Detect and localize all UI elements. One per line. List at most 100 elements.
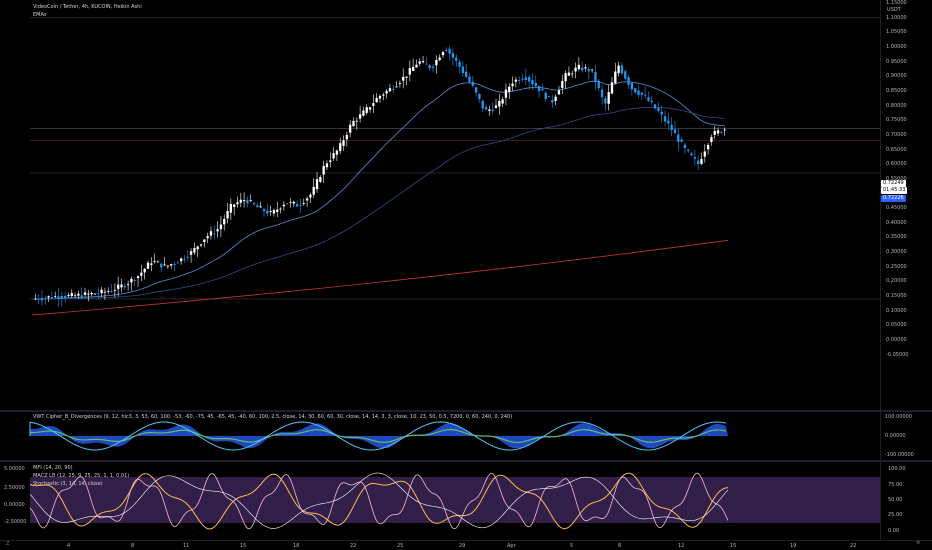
candle <box>329 152 332 168</box>
time-tick-label: 29 <box>459 543 466 549</box>
timezone-icon[interactable]: Z <box>6 541 10 547</box>
candle <box>594 64 597 91</box>
candle <box>571 70 574 78</box>
candle <box>564 70 567 90</box>
time-tick-label: 4 <box>67 543 71 549</box>
candle <box>663 110 667 127</box>
candle <box>382 92 385 101</box>
oscillator-left-tick-label: 2.50000 <box>4 485 25 491</box>
oscillator-line <box>29 472 729 530</box>
candle <box>93 292 97 295</box>
candle <box>80 287 83 300</box>
cipher-waves <box>29 421 728 451</box>
candle <box>70 289 73 299</box>
candle <box>587 66 590 80</box>
candle <box>242 192 246 208</box>
candle <box>650 96 653 105</box>
candle <box>100 286 103 297</box>
price-tick-label: 0.15000 <box>886 293 907 299</box>
candle <box>683 142 687 154</box>
candle <box>34 293 37 300</box>
candle <box>574 62 577 79</box>
price-tick-label: 1.15000 <box>886 0 907 6</box>
candle <box>73 292 77 298</box>
candle <box>163 257 166 267</box>
price-axis[interactable]: USDT 1.15000 1.10000 1.05000 1.00000 0.95000… <box>880 0 932 540</box>
price-tick-label: 0.40000 <box>886 219 907 226</box>
candle <box>262 207 266 217</box>
candle <box>584 64 587 72</box>
mfi-legend[interactable]: MFI (14, 20, 90) <box>33 465 73 471</box>
price-tick-label: 0.00000 <box>886 336 907 343</box>
candle <box>286 203 289 205</box>
cipher-tick-label: 0.00000 <box>885 433 906 439</box>
candle <box>246 196 249 208</box>
candle <box>170 263 173 269</box>
cipher-b-indicator-pane[interactable] <box>0 412 880 457</box>
price-tick-label: 0.60000 <box>886 161 907 168</box>
candle <box>537 85 541 98</box>
candle <box>411 58 415 72</box>
candle <box>524 68 527 86</box>
candle <box>130 276 133 291</box>
candle <box>421 55 425 64</box>
candle <box>375 93 378 103</box>
ema-line <box>32 80 725 300</box>
price-tick-label: 0.85000 <box>886 87 907 94</box>
candle <box>544 90 547 102</box>
ema-legend[interactable]: EMAs <box>33 12 47 18</box>
candle <box>461 61 465 77</box>
candle <box>282 201 286 211</box>
ema-long-line <box>31 239 729 316</box>
candle <box>252 201 256 206</box>
candle <box>551 94 554 108</box>
main-price-chart[interactable] <box>0 0 880 410</box>
price-tick-label: -0.05000 <box>886 351 909 358</box>
candle <box>713 126 716 140</box>
candle <box>305 196 309 207</box>
price-tick-label: 0.55000 <box>886 175 907 182</box>
candle <box>677 128 680 151</box>
candle <box>213 225 216 240</box>
candle <box>362 106 365 117</box>
pane-divider[interactable] <box>0 410 932 412</box>
candle <box>54 291 57 299</box>
wave-area <box>30 423 728 448</box>
candle <box>388 83 392 93</box>
candle <box>640 91 643 101</box>
time-axis[interactable]: 4 8 11 15 18 22 25 29 Apr 5 8 12 15 19 22 <box>0 540 932 550</box>
countdown-tag: 01:45:33 <box>881 187 908 194</box>
candle <box>166 265 170 269</box>
oscillator-left-tick-label: 0.00000 <box>4 502 25 508</box>
symbol-legend[interactable]: VideoCoin / Tether, 4h, KUCOIN, Heikin A… <box>33 4 142 10</box>
oscillator-pane[interactable] <box>0 463 880 540</box>
time-tick-label: 19 <box>790 543 797 549</box>
candle <box>720 130 723 135</box>
candle <box>153 253 156 264</box>
candle <box>624 69 627 80</box>
macz-legend[interactable]: MACZ LB (12, 25, 9, 25, 25, 1, 1, 0.01) <box>33 473 130 479</box>
cipher-b-legend[interactable]: VWT Cipher_B_Divergences (9, 12, hlc3, 3… <box>33 414 513 420</box>
candle <box>431 64 435 73</box>
candle <box>107 287 110 295</box>
candle <box>299 198 302 214</box>
candle <box>531 73 534 91</box>
pane-divider[interactable] <box>0 460 932 462</box>
candle <box>256 202 259 208</box>
candle <box>179 257 183 265</box>
candle <box>554 94 557 106</box>
candle <box>143 267 146 280</box>
ema-price-tag: 0.72226 <box>881 195 906 202</box>
candle <box>706 143 710 155</box>
stochastic-legend[interactable]: Stochastic (3, 14, 14, close) <box>33 481 103 487</box>
candle <box>50 291 54 300</box>
gear-icon[interactable]: ⚙ <box>916 540 921 546</box>
candle <box>126 280 130 291</box>
wave-line <box>29 421 727 451</box>
candle <box>368 106 372 113</box>
candle <box>405 76 408 86</box>
price-tick-label: 0.65000 <box>886 146 907 153</box>
price-tick-label: 1.05000 <box>886 29 907 36</box>
candle <box>488 105 491 116</box>
candle <box>680 137 683 143</box>
